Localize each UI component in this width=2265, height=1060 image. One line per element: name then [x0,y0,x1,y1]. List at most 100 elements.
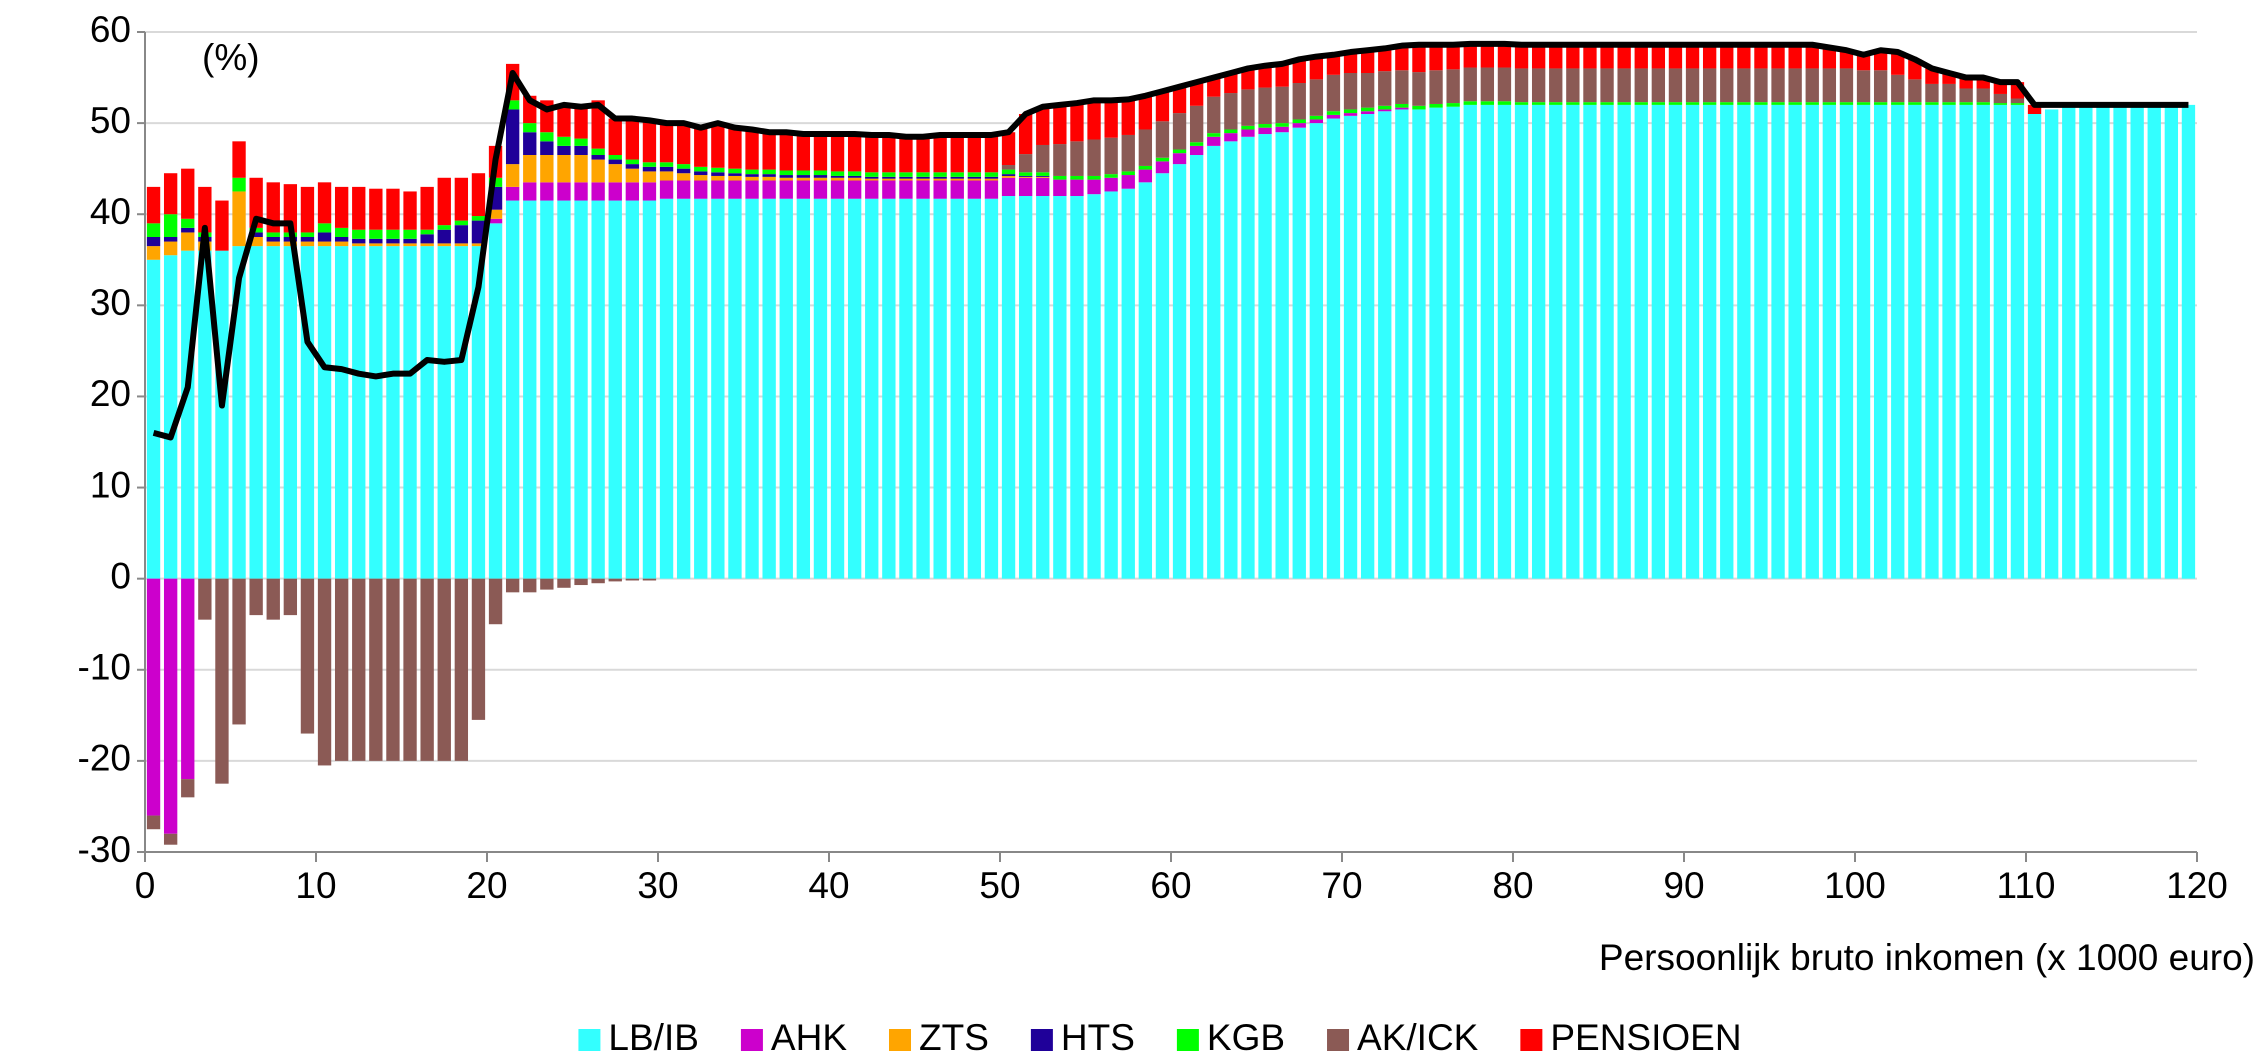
bar-segment [1480,101,1495,105]
bar-segment [300,578,315,734]
bar-segment [1497,104,1512,579]
bar-segment [1053,196,1067,579]
bar-segment [1600,68,1614,103]
bar-segment [865,180,879,199]
bar-segment [779,170,793,176]
bar-segment [1891,74,1905,103]
bar-segment [676,173,691,181]
bar-segment [1138,169,1153,183]
bar-segment [215,578,229,784]
bar-segment [830,177,845,181]
bar-segment [471,578,486,720]
bar-segment [386,238,400,244]
bar-segment [1600,104,1614,579]
bar-segment [694,166,708,172]
bar-segment [1429,103,1443,108]
legend-swatch [578,1029,601,1051]
bar-segment [2164,104,2179,579]
bar-segment [1087,175,1101,180]
bar-segment [1360,107,1375,112]
bar-segment [437,246,451,579]
bar-segment [2010,103,2025,105]
bar-segment [1976,88,1990,103]
bar-segment [317,246,332,579]
bar-segment [1001,177,1016,196]
bar-segment [420,234,434,244]
bar-segment [249,578,263,616]
y-tick-label: 60 [90,9,131,50]
bar-segment [1309,56,1324,80]
bar-segment [249,232,263,237]
bar-segment [574,578,588,586]
bar-segment [933,178,947,181]
bar-segment [317,232,332,242]
bar-segment [2044,109,2059,579]
bar-segment [1258,65,1272,88]
bar-segment [163,255,178,579]
bar-segment [642,120,657,163]
bar-segment [232,141,246,178]
bar-segment [574,104,588,139]
bar-segment [762,169,776,175]
bar-segment [249,246,263,579]
bar-segment [1754,102,1768,105]
bar-segment [181,232,195,251]
bar-segment [574,182,588,201]
bar-segment [796,180,811,199]
bar-segment [591,159,605,183]
bar-segment [334,578,349,761]
bar-segment [1993,104,2008,579]
bar-segment [1634,102,1648,105]
bar-segment [1360,114,1375,579]
bar-segment [2027,104,2042,114]
bar-segment [1720,68,1734,103]
bar-segment [813,170,828,176]
bar-segment [796,198,811,579]
bar-segment [1053,179,1067,196]
bar-segment [762,198,776,579]
x-tick-label: 90 [1663,865,1704,906]
bar-segment [591,148,605,155]
bar-segment [1172,164,1187,579]
bar-segment [1207,96,1221,134]
bar-segment [1566,44,1580,69]
bar-segment [984,178,999,181]
legend-label: PENSIOEN [1550,1017,1741,1058]
bar-segment [300,237,315,242]
bar-segment [163,173,178,215]
bar-segment [1360,111,1375,114]
bar-segment [1873,102,1888,105]
bar-segment [1685,68,1700,103]
bar-segment [1891,102,1905,105]
bar-segment [830,171,845,176]
bar-segment [916,180,930,199]
bar-segment [967,180,982,199]
bar-segment [1993,103,2008,105]
bar-segment [1138,165,1153,170]
bar-segment [146,186,161,224]
bar-segment [1087,179,1101,195]
bar-segment [181,250,195,579]
bar-segment [1292,59,1306,84]
bar-segment [334,186,349,228]
bar-segment [1685,104,1700,579]
bar-segment [950,198,964,579]
bar-segment [232,246,246,579]
bar-segment [1104,177,1118,192]
y-tick-label: 10 [90,464,131,505]
bar-segment [146,578,161,816]
bar-segment [146,259,161,579]
bar-segment [916,172,930,177]
bar-segment [1395,107,1409,110]
bar-segment [557,136,571,146]
bar-segment [523,132,537,155]
bar-segment [1241,125,1255,130]
bar-segment [352,238,366,244]
bar-segment [523,155,537,183]
bar-segment [1104,100,1118,138]
bar-segment [1976,77,1990,89]
bar-segment [198,186,212,233]
bar-segment [642,166,657,172]
bar-segment [1634,44,1648,69]
bar-segment [163,237,178,242]
